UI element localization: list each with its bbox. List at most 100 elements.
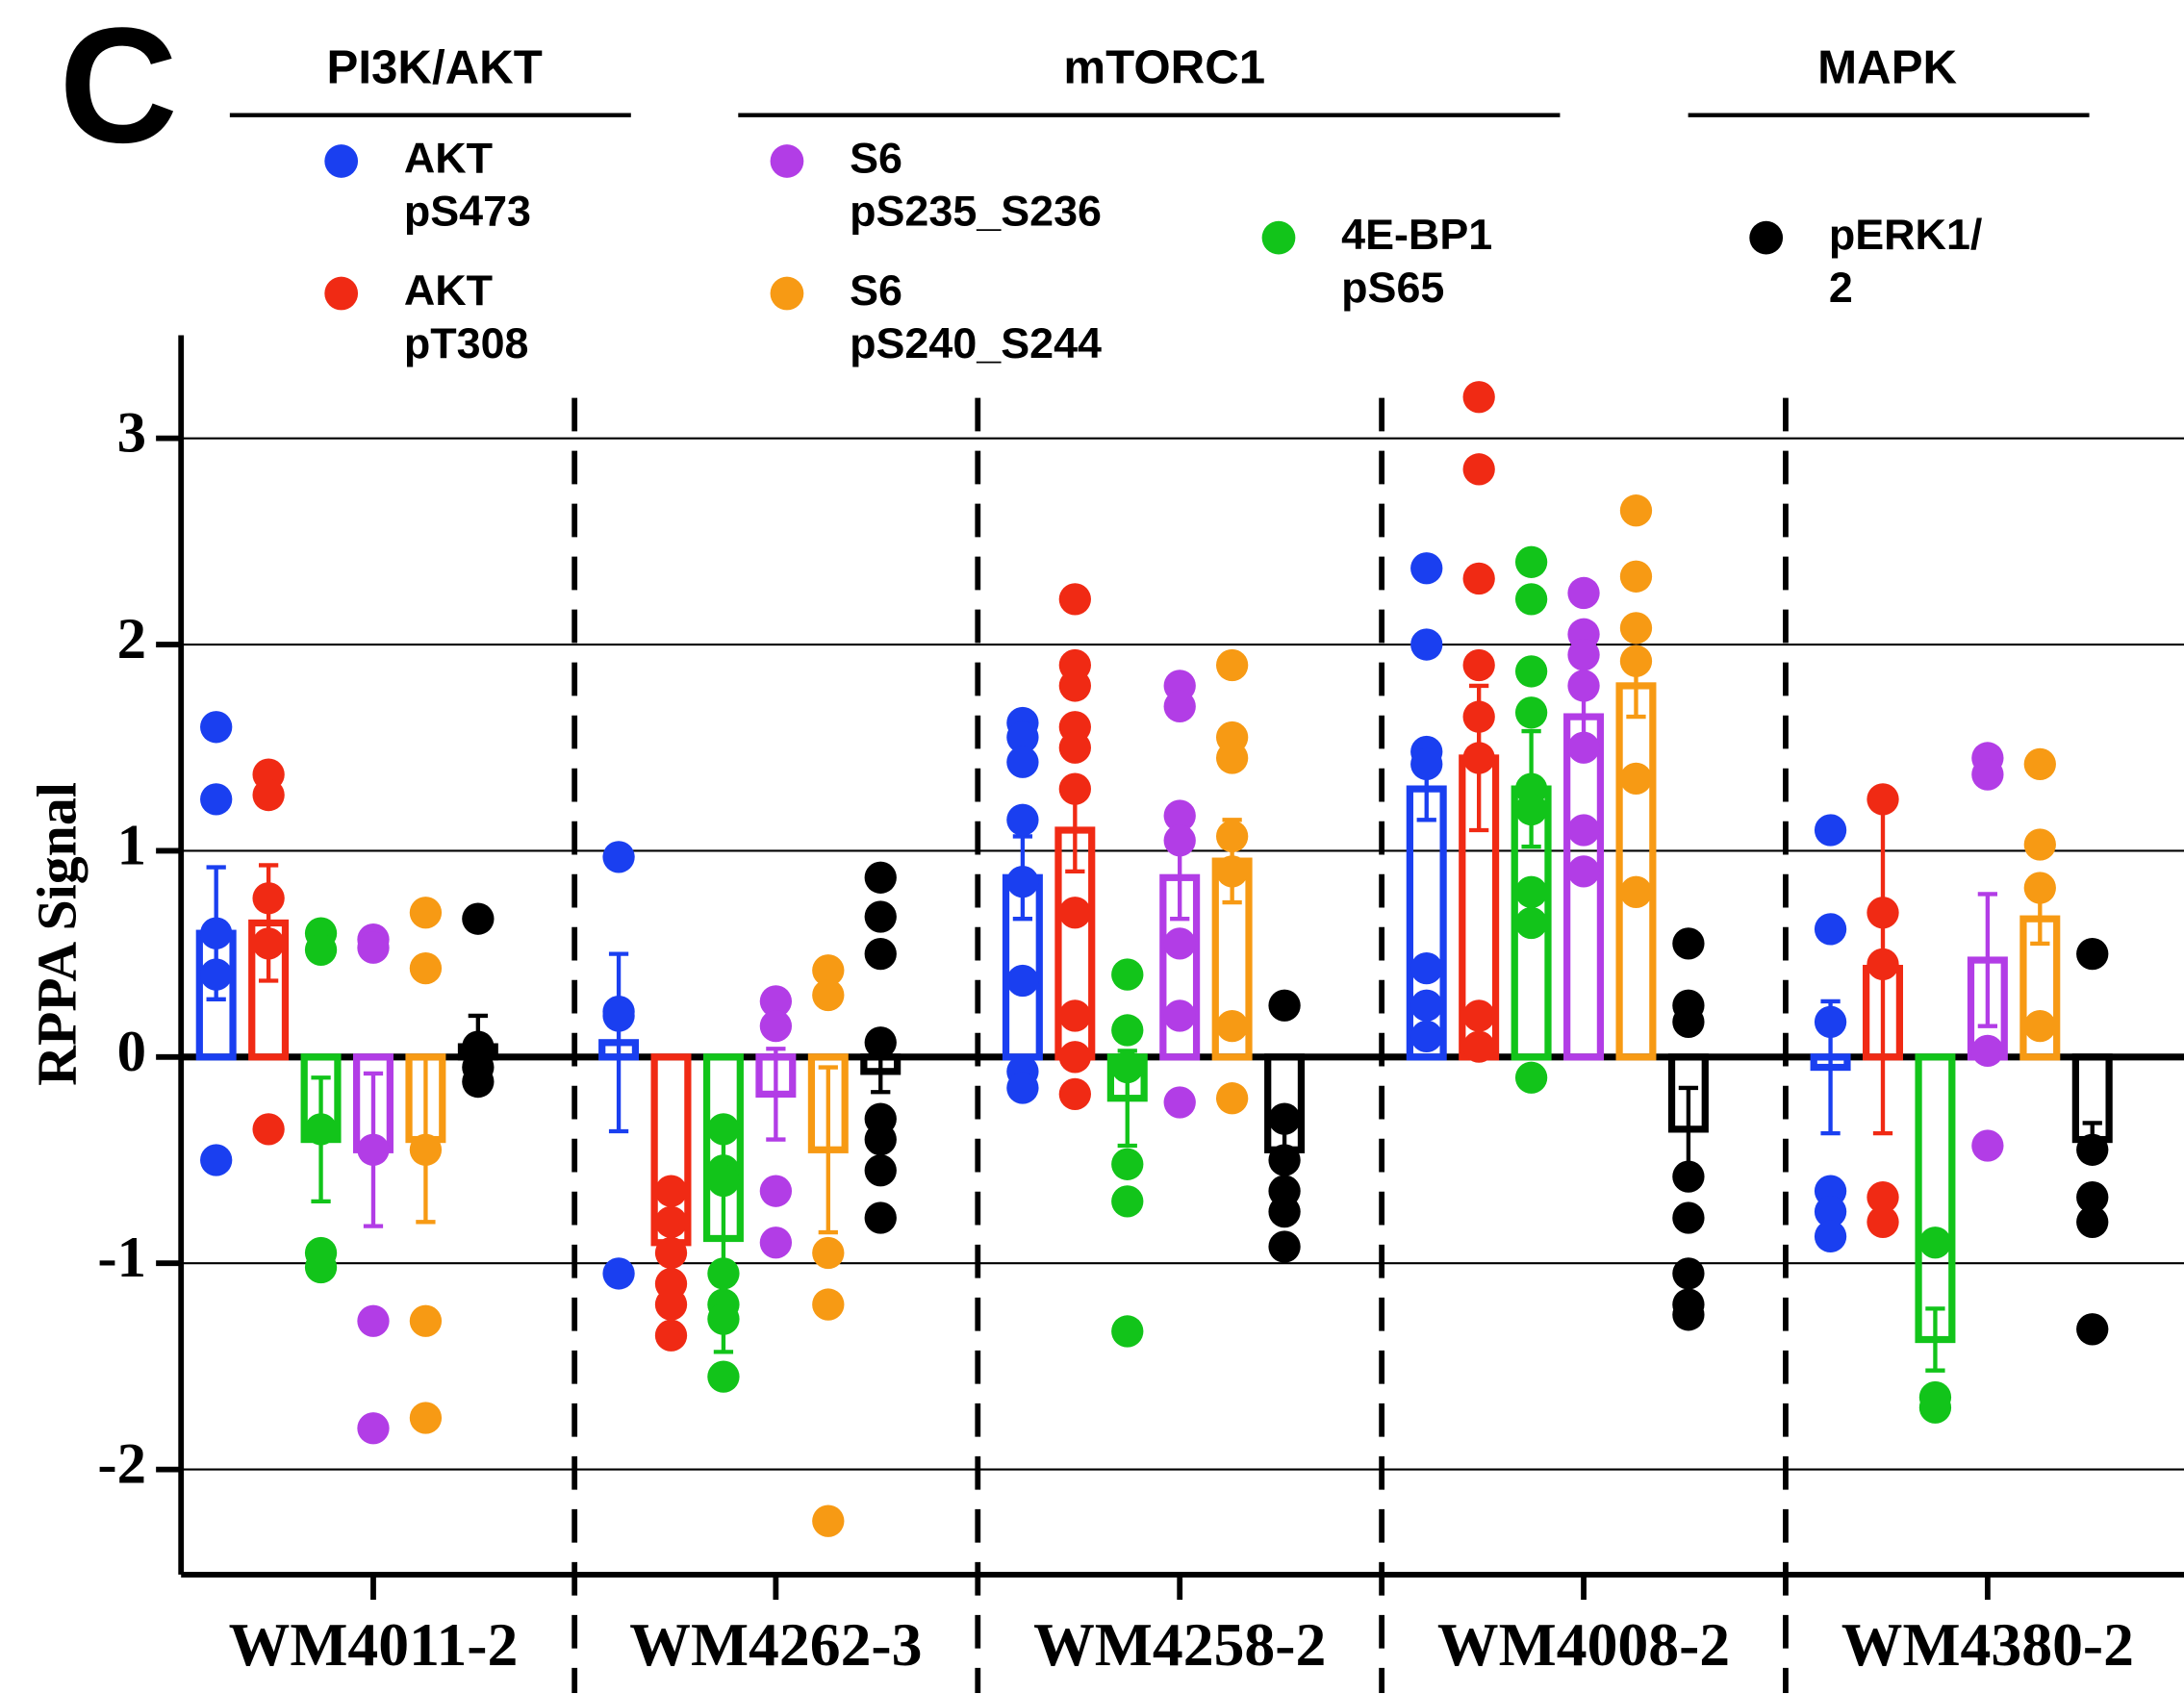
data-point: [200, 958, 233, 991]
data-point: [1971, 1034, 2004, 1068]
data-point: [1867, 897, 1899, 929]
data-point: [1215, 1010, 1249, 1043]
data-point: [707, 1164, 740, 1198]
data-point: [812, 978, 845, 1012]
x-tick-label: WM4008-2: [1437, 1610, 1730, 1679]
data-point: [1867, 1205, 1899, 1238]
legend-label: S6 pS235_S236: [850, 133, 1102, 235]
data-point: [1567, 670, 1600, 702]
data-point: [1814, 1195, 1847, 1228]
data-point: [1111, 1014, 1144, 1047]
data-point: [1672, 1299, 1705, 1331]
legend-label: AKT pT308: [404, 265, 529, 367]
data-point: [252, 1113, 285, 1146]
data-point: [1410, 989, 1443, 1022]
data-point: [1672, 1160, 1705, 1193]
data-point: [1410, 628, 1443, 661]
group-label: PI3K/AKT: [327, 40, 543, 93]
data-point: [1006, 803, 1039, 836]
data-point: [707, 1302, 740, 1335]
data-point: [1006, 746, 1039, 778]
data-point: [759, 1175, 793, 1207]
data-point: [1619, 762, 1653, 796]
legend-label: 4E-BP1 pS65: [1341, 210, 1492, 312]
data-point: [409, 1402, 443, 1434]
legend-marker: [324, 144, 359, 178]
data-point: [409, 897, 443, 929]
data-point: [1006, 865, 1039, 898]
data-point: [1619, 612, 1653, 645]
data-point: [252, 778, 285, 812]
data-point: [812, 1288, 845, 1321]
error-bar: [818, 1065, 838, 1235]
bar: [1615, 682, 1657, 1061]
data-point: [1462, 999, 1495, 1032]
error-bar: [1977, 892, 1998, 1028]
data-point: [409, 951, 443, 985]
data-point: [1163, 690, 1196, 723]
error-bar: [1925, 1306, 1945, 1373]
data-point: [602, 1257, 635, 1290]
legend-label: pERK1/2: [1829, 210, 1983, 312]
data-point: [1462, 700, 1495, 733]
data-point: [1268, 1195, 1301, 1228]
data-point: [759, 985, 793, 1018]
data-point: [1462, 742, 1495, 774]
data-point: [1163, 927, 1196, 960]
x-tick-label: WM4262-3: [629, 1610, 922, 1679]
data-point: [1514, 545, 1548, 578]
data-point: [1058, 583, 1091, 616]
data-point: [1514, 875, 1548, 908]
legend-marker: [324, 276, 359, 311]
data-point: [2076, 1313, 2109, 1346]
data-point: [1814, 913, 1847, 946]
data-point: [2076, 937, 2109, 971]
data-point: [1410, 747, 1443, 781]
data-point: [2023, 872, 2056, 904]
data-point: [357, 1412, 390, 1445]
data-point: [1163, 1086, 1196, 1119]
x-tick-label: WM4258-2: [1033, 1610, 1326, 1679]
data-point: [1514, 583, 1548, 616]
data-point: [1971, 1129, 2004, 1162]
data-point: [864, 937, 897, 971]
data-point: [1619, 560, 1653, 593]
data-point: [1514, 655, 1548, 688]
y-tick-label: 2: [117, 607, 146, 671]
data-point: [1514, 1061, 1548, 1094]
data-point: [1268, 989, 1301, 1022]
legend-marker: [770, 144, 804, 178]
data-point: [1163, 999, 1196, 1032]
legend-marker: [770, 276, 804, 311]
bar: [1915, 1053, 1956, 1344]
data-point: [1672, 1257, 1705, 1290]
x-tick-label: WM4380-2: [1841, 1610, 2134, 1679]
data-point: [1163, 799, 1196, 832]
data-point: [1410, 951, 1443, 985]
error-bar: [608, 951, 629, 1134]
data-point: [1058, 1077, 1091, 1111]
data-point: [1867, 783, 1899, 816]
data-point: [1058, 999, 1091, 1032]
data-point: [304, 1113, 338, 1146]
data-point: [462, 902, 495, 935]
data-point: [602, 841, 635, 873]
data-point: [2076, 1133, 2109, 1166]
data-point: [2023, 747, 2056, 781]
data-point: [252, 927, 285, 960]
data-point: [1567, 855, 1600, 888]
data-point: [2023, 828, 2056, 861]
data-point: [200, 1144, 233, 1176]
data-point: [864, 900, 897, 933]
data-point: [864, 1026, 897, 1059]
data-point: [357, 1133, 390, 1166]
data-point: [1006, 1072, 1039, 1104]
y-tick-label: -1: [97, 1226, 146, 1290]
data-point: [200, 711, 233, 744]
data-point: [1215, 1082, 1249, 1115]
data-point: [2023, 1010, 2056, 1043]
data-point: [409, 1133, 443, 1166]
data-point: [707, 1257, 740, 1290]
